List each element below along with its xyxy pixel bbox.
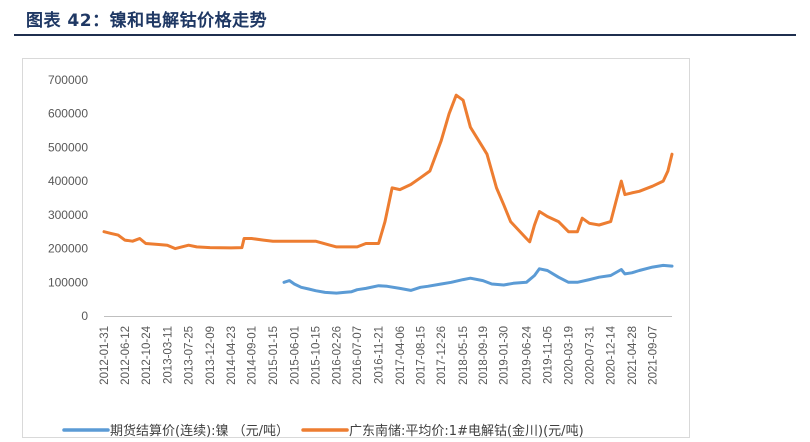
y-tick-label: 500000 xyxy=(48,140,88,154)
x-tick-label: 2013-03-11 xyxy=(162,326,174,384)
legend: 期货结算价(连续):镍 （元/吨） 广东南储:平均价:1#电解钴(金川)(元/吨) xyxy=(62,423,584,439)
x-tick-label: 2016-02-26 xyxy=(332,326,344,385)
x-tick-label: 2020-03-19 xyxy=(563,326,575,385)
x-tick-label: 2012-10-24 xyxy=(141,325,153,384)
y-tick-label: 0 xyxy=(81,309,88,323)
y-tick-label: 400000 xyxy=(48,174,88,188)
x-tick-label: 2015-10-15 xyxy=(311,326,323,385)
x-tick-label: 2019-01-30 xyxy=(499,326,511,385)
legend-label-1: 期货结算价(连续):镍 （元/吨） xyxy=(110,423,289,439)
x-tick-label: 2021-04-28 xyxy=(627,326,639,385)
y-tick-label: 300000 xyxy=(48,208,88,222)
y-tick-label: 100000 xyxy=(48,275,88,289)
x-tick-label: 2017-12-26 xyxy=(436,326,448,385)
x-tick-label: 2018-09-19 xyxy=(478,326,490,385)
y-tick-label: 700000 xyxy=(48,73,88,87)
x-tick-label: 2017-08-15 xyxy=(415,326,427,385)
y-tick-label: 200000 xyxy=(48,242,88,256)
x-tick-label: 2012-01-31 xyxy=(99,326,111,385)
x-tick-label: 2017-04-06 xyxy=(395,326,407,385)
x-tick-label: 2014-04-23 xyxy=(226,326,238,385)
x-tick-label: 2015-06-01 xyxy=(289,326,301,385)
x-tick-label: 2018-05-15 xyxy=(458,326,470,385)
x-tick-label: 2013-12-09 xyxy=(205,326,217,385)
x-tick-label: 2019-11-05 xyxy=(542,326,554,384)
x-tick-label: 2016-11-21 xyxy=(374,326,386,384)
x-tick-label: 2020-07-31 xyxy=(584,326,596,385)
x-tick-label: 2013-07-25 xyxy=(184,326,196,385)
y-tick-label: 600000 xyxy=(48,107,88,121)
x-tick-label: 2016-07-07 xyxy=(352,326,364,385)
x-tick-label: 2012-06-12 xyxy=(120,326,132,385)
y-axis: 0 100000 200000 300000 400000 500000 600000 700… xyxy=(48,73,88,323)
legend-label-2: 广东南储:平均价:1#电解钴(金川)(元/吨) xyxy=(349,423,584,439)
series-layer xyxy=(102,93,674,295)
title-rule xyxy=(14,34,796,36)
x-tick-label: 2019-06-24 xyxy=(521,325,533,384)
x-tick-label: 2020-12-14 xyxy=(606,325,618,384)
x-tick-label: 2015-01-15 xyxy=(268,326,280,385)
x-tick-label: 2014-09-01 xyxy=(247,326,259,385)
x-axis: 2012-01-31 2012-06-12 2012-10-24 2013-03-11… xyxy=(99,316,672,385)
x-tick-label: 2021-09-07 xyxy=(647,326,659,385)
series-line-2 xyxy=(102,93,674,251)
figure-title: 图表 42：镍和电解钴价格走势 xyxy=(26,11,268,31)
series-line-1 xyxy=(282,263,674,295)
chart-frame xyxy=(22,58,690,438)
